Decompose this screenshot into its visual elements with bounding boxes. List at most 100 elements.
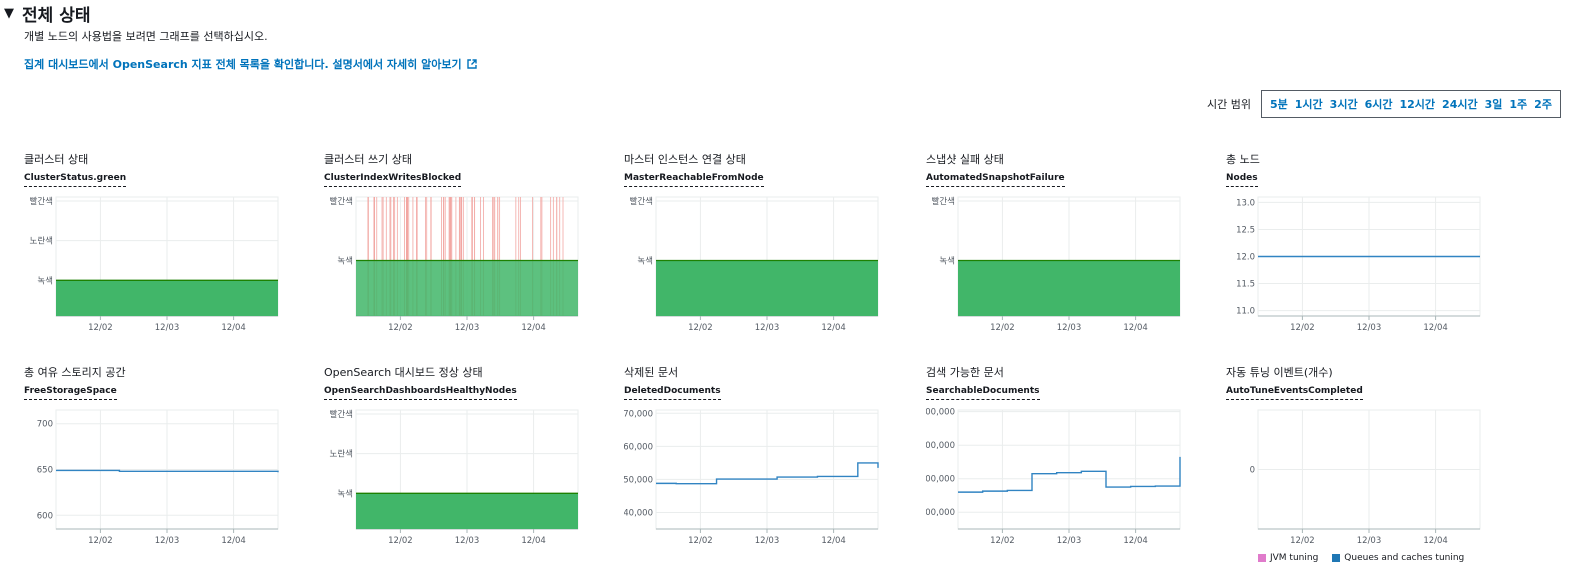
x-tick-label: 12/03: [1357, 323, 1382, 333]
panel-dashboards-healthy[interactable]: OpenSearch 대시보드 정상 상태 OpenSearchDashboar…: [324, 364, 594, 549]
total-nodes-chart[interactable]: 12/02 12/03 12/04 13.0 12.5 12.0 11.5 11.0: [1226, 189, 1496, 339]
green-area: [56, 280, 278, 316]
panel-metric[interactable]: OpenSearchDashboardsHealthyNodes: [324, 386, 517, 400]
legend-label: JVM tuning: [1270, 553, 1319, 563]
time-range-12h[interactable]: 12시간: [1399, 98, 1436, 111]
x-tick-label: 12/03: [455, 323, 480, 333]
panel-free-storage[interactable]: 총 여유 스토리지 공간 FreeStorageSpace 12/02 12/03…: [24, 364, 294, 549]
panel-snapshot-failure[interactable]: 스냅샷 실패 상태 AutomatedSnapshotFailure 12/02…: [926, 151, 1196, 333]
y-tick-label: 녹색: [337, 256, 353, 267]
green-area: [356, 493, 578, 529]
x-tick-label: 12/04: [1123, 536, 1148, 546]
green-area: [958, 260, 1180, 316]
y-tick-label: 170,000: [624, 409, 653, 419]
legend-item-jvm-tuning[interactable]: JVM tuning: [1258, 553, 1318, 563]
panel-cluster-status[interactable]: 클러스터 상태 ClusterStatus.green 12/02 12/03 12…: [24, 151, 294, 333]
searchable-documents-chart[interactable]: 12/02 12/03 12/04 1,500,000 1,400,000 1,300,0…: [926, 402, 1196, 552]
time-range-24h[interactable]: 24시간: [1442, 98, 1478, 111]
time-range-3d[interactable]: 3일: [1484, 98, 1503, 111]
x-tick-label: 12/04: [821, 536, 846, 546]
panel-autotune-events[interactable]: 자동 튜닝 이벤트(개수) AutoTuneEventsCompleted 12…: [1226, 364, 1496, 549]
y-tick-label: 녹색: [939, 256, 955, 267]
y-tick-label: 1,200,000: [926, 508, 955, 518]
x-tick-label: 12/04: [521, 536, 546, 546]
y-tick-label: 빨간색: [30, 196, 53, 207]
y-tick-label: 160,000: [624, 442, 653, 452]
y-tick-label: 13.0: [1236, 198, 1255, 208]
panel-metric[interactable]: Nodes: [1226, 173, 1258, 187]
green-area: [656, 260, 878, 316]
series-line: [656, 462, 879, 485]
y-tick-label: 150,000: [624, 475, 653, 485]
panel-metric[interactable]: FreeStorageSpace: [24, 386, 117, 400]
panel-metric[interactable]: AutoTuneEventsCompleted: [1226, 386, 1363, 400]
panel-metric[interactable]: AutomatedSnapshotFailure: [926, 173, 1065, 187]
y-tick-label: 12.5: [1236, 225, 1255, 235]
autotune-events-chart[interactable]: 12/02 12/03 12/04 0: [1226, 402, 1496, 552]
y-tick-label: 빨간색: [932, 196, 955, 207]
panel-title: 총 여유 스토리지 공간: [24, 366, 126, 379]
y-tick-label: 12.0: [1236, 253, 1255, 263]
panel-metric[interactable]: MasterReachableFromNode: [624, 173, 764, 187]
x-tick-label: 12/04: [521, 323, 546, 333]
legend-item-queues-caches-tuning[interactable]: Queues and caches tuning: [1332, 553, 1464, 563]
time-range-2w[interactable]: 2주: [1534, 98, 1552, 111]
x-tick-label: 12/03: [755, 323, 780, 333]
time-range-3h[interactable]: 3시간: [1329, 98, 1358, 111]
panel-metric[interactable]: ClusterIndexWritesBlocked: [324, 173, 462, 187]
panel-metric[interactable]: ClusterStatus.green: [24, 173, 127, 187]
y-tick-label: 녹색: [337, 488, 353, 499]
overall-status-header: ▼ 전체 상태: [4, 2, 90, 26]
x-tick-label: 12/03: [155, 536, 180, 546]
panel-title: 자동 튜닝 이벤트(개수): [1226, 366, 1333, 379]
x-tick-label: 12/04: [1423, 323, 1448, 333]
x-tick-label: 12/04: [221, 536, 246, 546]
external-link-icon: [466, 59, 477, 69]
legend-swatch: [1332, 554, 1341, 562]
time-range-6h[interactable]: 6시간: [1364, 98, 1393, 111]
documentation-link-text[interactable]: 집계 대시보드에서 OpenSearch 지표 전체 목록을 확인합니다. 설명…: [24, 58, 462, 71]
x-tick-label: 12/03: [455, 536, 480, 546]
y-tick-label: 녹색: [37, 275, 53, 286]
y-tick-label: 노란색: [330, 449, 353, 460]
x-tick-label: 12/02: [88, 323, 113, 333]
x-tick-label: 12/02: [1290, 323, 1315, 333]
panel-title: OpenSearch 대시보드 정상 상태: [324, 366, 483, 379]
time-range-1h[interactable]: 1시간: [1294, 98, 1323, 111]
panel-metric[interactable]: DeletedDocuments: [624, 386, 721, 400]
documentation-link[interactable]: 집계 대시보드에서 OpenSearch 지표 전체 목록을 확인합니다. 설명…: [24, 56, 477, 72]
panel-deleted-documents[interactable]: 삭제된 문서 DeletedDocuments 12/0212/0312/041…: [624, 364, 894, 549]
x-tick-label: 12/03: [155, 323, 180, 333]
free-storage-chart[interactable]: 12/02 12/03 12/04 700 650 600: [24, 402, 294, 552]
panel-metric[interactable]: SearchableDocuments: [926, 386, 1040, 400]
time-range-5m[interactable]: 5분: [1269, 98, 1288, 111]
panel-total-nodes[interactable]: 총 노드 Nodes 12/02 12/03 12/04 13.0 12.5 12.0 11…: [1226, 151, 1496, 333]
x-tick-label: 12/03: [1357, 536, 1382, 546]
y-tick-label: 700: [37, 420, 53, 430]
x-tick-label: 12/03: [1057, 536, 1082, 546]
panel-cluster-write-status[interactable]: 클러스터 쓰기 상태 ClusterIndexWritesBlocked 12/…: [324, 151, 594, 333]
series-line: [56, 469, 279, 473]
y-tick-label: 1,500,000: [926, 408, 955, 418]
panel-title: 총 노드: [1226, 153, 1260, 166]
x-tick-label: 12/02: [688, 323, 713, 333]
panel-searchable-documents[interactable]: 검색 가능한 문서 SearchableDocuments 12/02 12/03…: [926, 364, 1196, 549]
deleted-documents-chart[interactable]: 12/02 12/03 12/04 170,000 160,000 150,000 140,…: [624, 402, 894, 552]
green-area: [356, 260, 578, 316]
section-subtitle: 개별 노드의 사용법을 보려면 그래프를 선택하십시오.: [24, 30, 268, 43]
x-tick-label: 12/03: [1057, 323, 1082, 333]
time-range-options: 5분 1시간 3시간 6시간 12시간 24시간 3일 1주 2주: [1260, 90, 1561, 118]
y-tick-label: 11.0: [1236, 307, 1255, 317]
time-range-selector: 시간 범위 5분 1시간 3시간 6시간 12시간 24시간 3일 1주 2주: [1207, 90, 1561, 118]
panel-master-reachable[interactable]: 마스터 인스턴스 연결 상태 MasterReachableFromNode 1…: [624, 151, 894, 333]
collapse-triangle-icon[interactable]: ▼: [4, 5, 14, 21]
y-tick-label: 노란색: [30, 236, 53, 247]
time-range-1w[interactable]: 1주: [1509, 98, 1528, 111]
panel-title: 클러스터 상태: [24, 153, 89, 166]
x-tick-label: 12/02: [388, 536, 413, 546]
